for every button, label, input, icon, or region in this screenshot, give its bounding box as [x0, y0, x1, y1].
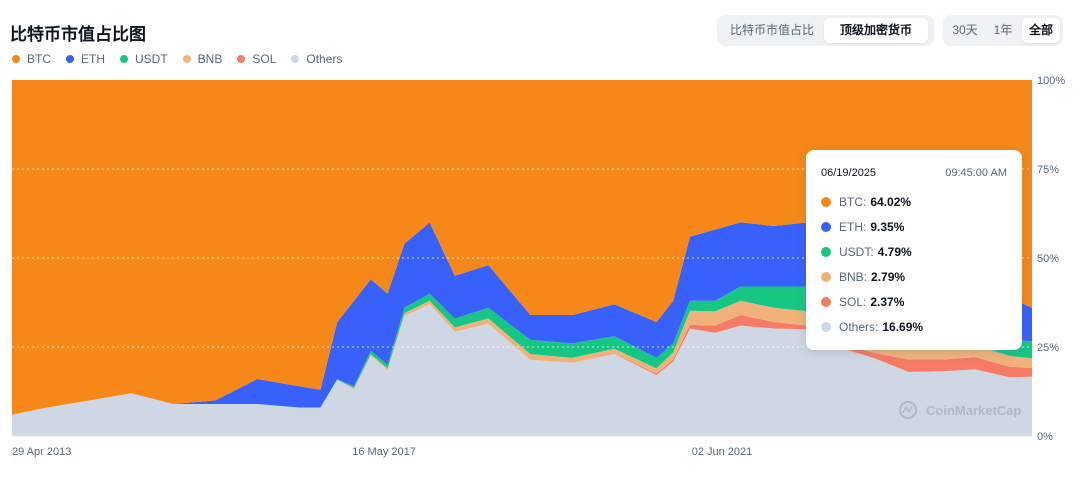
legend-label: SOL [252, 52, 277, 66]
y-tick-label: 25% [1037, 342, 1059, 354]
legend-dot-icon [291, 55, 300, 63]
tooltip-row-others: Others: 16.69% [821, 320, 923, 334]
y-tick-label: 0% [1037, 431, 1053, 443]
tooltip-label: SOL: [839, 295, 867, 309]
tooltip-label: Others: [839, 320, 879, 334]
tooltip-time: 09:45:00 AM [945, 167, 1007, 179]
legend-dot-icon [120, 55, 128, 63]
legend-dot-icon [182, 55, 191, 63]
legend-item-eth[interactable]: ETH [66, 52, 105, 66]
legend-dot-icon [821, 322, 831, 332]
range-all-button[interactable]: 全部 [1022, 18, 1060, 43]
tooltip-value: 64.02% [870, 195, 912, 209]
area-series-eth[interactable] [12, 222, 1032, 415]
x-tick-label: 16 May 2017 [352, 446, 416, 458]
x-axis: 29 Apr 2013 16 May 2017 02 Jun 2021 [12, 446, 752, 458]
legend-dot-icon [821, 222, 831, 232]
coinmarketcap-logo-stroke [902, 405, 913, 414]
tooltip-label: BTC: [839, 195, 867, 209]
tooltip-value: 2.79% [871, 270, 906, 284]
chart-legend: BTC ETH USDT BNB SOL Others [12, 52, 357, 66]
legend-item-others[interactable]: Others [291, 52, 342, 66]
legend-dot-icon [821, 272, 831, 282]
tooltip-label: BNB: [839, 270, 868, 284]
dominance-chart[interactable]: 100% 75% 50% 25% 0% 29 Apr 2013 16 May 2017 02… [0, 70, 1080, 470]
tooltip-value: 2.37% [870, 295, 905, 309]
y-axis: 100% 75% 50% 25% 0% [1037, 75, 1065, 443]
tooltip-row-usdt: USDT: 4.79% [821, 245, 912, 259]
y-tick-label: 75% [1037, 164, 1059, 176]
chart-areas [12, 80, 1032, 436]
area-series-others[interactable] [12, 304, 1032, 436]
x-tick-label: 02 Jun 2021 [692, 446, 753, 458]
tab-btc-dominance[interactable]: 比特币市值占比 [729, 23, 814, 37]
legend-dot-icon [821, 297, 831, 307]
legend-item-btc[interactable]: BTC [12, 52, 51, 66]
legend-label: USDT [135, 52, 168, 66]
tooltip-row-sol: SOL: 2.37% [821, 295, 904, 309]
watermark: CoinMarketCap [899, 401, 1021, 419]
range-1y-button[interactable]: 1年 [993, 23, 1013, 37]
legend-label: ETH [81, 52, 105, 66]
tooltip-row-btc: BTC: 64.02% [821, 195, 911, 209]
legend-label: Others [306, 52, 343, 66]
range-toggle: 30天 1年 全部 [943, 15, 1063, 46]
legend-dot-icon [237, 55, 246, 63]
y-tick-label: 100% [1037, 75, 1065, 87]
tooltip-row-eth: ETH: 9.35% [821, 220, 904, 234]
tooltip-value: 4.79% [877, 245, 912, 259]
view-toggle: 比特币市值占比 顶级加密货币 [717, 15, 934, 46]
y-tick-label: 50% [1037, 253, 1059, 265]
tooltip-label: USDT: [839, 245, 874, 259]
page-title: 比特币市值占比图 [10, 25, 146, 44]
range-30d-button[interactable]: 30天 [952, 23, 978, 37]
watermark-text: CoinMarketCap [926, 403, 1021, 418]
tooltip-label: ETH: [839, 220, 867, 234]
tooltip-value: 9.35% [870, 220, 905, 234]
tooltip-date: 06/19/2025 [821, 167, 877, 179]
tooltip-value: 16.69% [882, 320, 924, 334]
coinmarketcap-logo-icon [899, 401, 917, 419]
legend-item-usdt[interactable]: USDT [120, 52, 168, 66]
legend-dot-icon [821, 197, 831, 207]
tooltip-row-bnb: BNB: 2.79% [821, 270, 905, 284]
tab-top-cryptos[interactable]: 顶级加密货币 [824, 18, 928, 43]
area-series-btc[interactable] [12, 80, 1032, 415]
legend-dot-icon [821, 247, 831, 257]
legend-dot-icon [12, 55, 20, 63]
legend-label: BTC [27, 52, 51, 66]
legend-dot-icon [66, 55, 74, 63]
chart-tooltip: 06/19/2025 09:45:00 AM BTC: 64.02% ETH: … [806, 150, 1022, 350]
legend-item-bnb[interactable]: BNB [182, 52, 223, 66]
legend-label: BNB [197, 52, 223, 66]
x-tick-label: 29 Apr 2013 [12, 446, 71, 458]
legend-item-sol[interactable]: SOL [237, 52, 276, 66]
